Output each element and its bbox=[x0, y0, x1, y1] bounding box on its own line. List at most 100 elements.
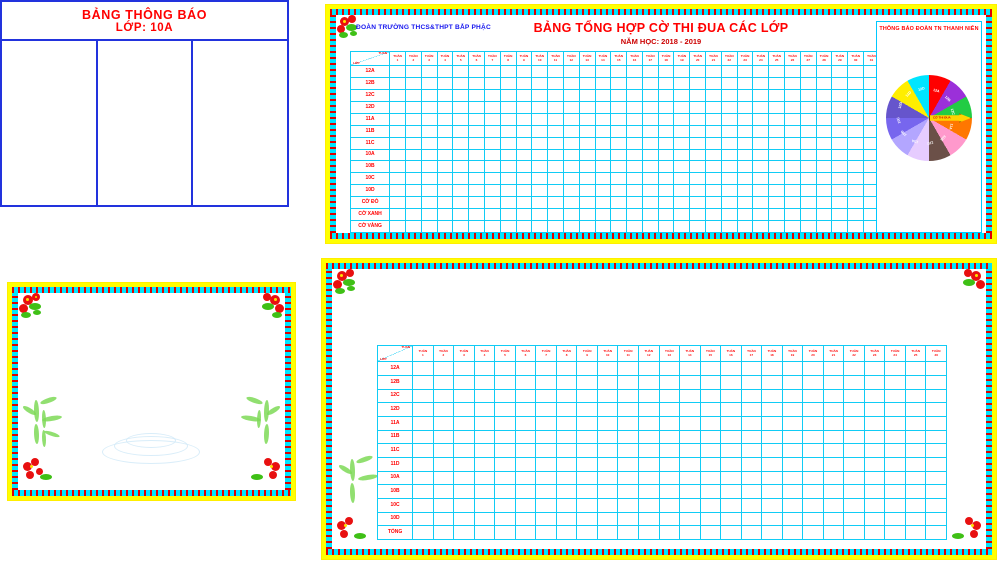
grid-cell[interactable] bbox=[761, 443, 783, 458]
grid-cell[interactable] bbox=[843, 470, 865, 486]
grid-cell[interactable] bbox=[412, 388, 434, 404]
grid-cell[interactable] bbox=[547, 148, 564, 162]
grid-cell[interactable] bbox=[799, 172, 817, 186]
grid-cell[interactable] bbox=[637, 402, 660, 417]
grid-cell[interactable] bbox=[610, 65, 628, 79]
grid-cell[interactable] bbox=[673, 100, 691, 114]
grid-cell[interactable] bbox=[699, 429, 722, 445]
grid-cell[interactable] bbox=[657, 100, 675, 114]
grid-cell[interactable] bbox=[761, 374, 783, 390]
grid-cell[interactable] bbox=[699, 484, 722, 499]
grid-cell[interactable] bbox=[761, 497, 783, 513]
grid-cell[interactable] bbox=[535, 484, 557, 499]
grid-cell[interactable] bbox=[515, 172, 533, 186]
grid-cell[interactable] bbox=[784, 136, 801, 150]
grid-cell[interactable] bbox=[555, 361, 578, 376]
grid-cell[interactable] bbox=[404, 77, 422, 91]
grid-cell[interactable] bbox=[452, 172, 470, 186]
grid-cell[interactable] bbox=[494, 374, 516, 390]
grid-cell[interactable] bbox=[831, 77, 849, 91]
grid-cell[interactable] bbox=[761, 415, 783, 431]
grid-cell[interactable] bbox=[389, 196, 406, 210]
grid-cell[interactable] bbox=[617, 374, 639, 390]
grid-cell[interactable] bbox=[641, 77, 659, 91]
grid-cell[interactable] bbox=[617, 415, 639, 431]
grid-cell[interactable] bbox=[847, 172, 865, 186]
grid-cell[interactable] bbox=[802, 443, 824, 458]
grid-cell[interactable] bbox=[515, 112, 533, 126]
grid-cell[interactable] bbox=[594, 77, 612, 91]
grid-cell[interactable] bbox=[784, 89, 801, 102]
grid-cell[interactable] bbox=[535, 497, 557, 513]
grid-cell[interactable] bbox=[740, 456, 763, 472]
grid-cell[interactable] bbox=[453, 374, 475, 390]
grid-cell[interactable] bbox=[468, 196, 485, 210]
grid-cell[interactable] bbox=[404, 220, 422, 233]
grid-cell[interactable] bbox=[802, 484, 824, 499]
grid-cell[interactable] bbox=[799, 112, 817, 126]
grid-cell[interactable] bbox=[781, 525, 804, 540]
grid-cell[interactable] bbox=[641, 136, 659, 150]
grid-cell[interactable] bbox=[705, 89, 722, 102]
grid-cell[interactable] bbox=[562, 89, 580, 102]
grid-cell[interactable] bbox=[404, 160, 422, 174]
grid-cell[interactable] bbox=[752, 208, 770, 222]
grid-cell[interactable] bbox=[610, 172, 628, 186]
grid-cell[interactable] bbox=[784, 148, 801, 162]
grid-cell[interactable] bbox=[863, 415, 886, 431]
grid-cell[interactable] bbox=[617, 497, 639, 513]
grid-cell[interactable] bbox=[784, 124, 801, 138]
grid-cell[interactable] bbox=[679, 374, 701, 390]
grid-cell[interactable] bbox=[596, 374, 619, 390]
grid-cell[interactable] bbox=[515, 220, 533, 233]
grid-cell[interactable] bbox=[412, 484, 434, 499]
grid-cell[interactable] bbox=[389, 136, 406, 150]
grid-cell[interactable] bbox=[784, 160, 801, 174]
grid-cell[interactable] bbox=[815, 220, 833, 233]
grid-cell[interactable] bbox=[904, 361, 927, 376]
grid-cell[interactable] bbox=[468, 208, 485, 222]
grid-cell[interactable] bbox=[432, 402, 455, 417]
grid-cell[interactable] bbox=[761, 388, 783, 404]
grid-cell[interactable] bbox=[884, 402, 906, 417]
grid-cell[interactable] bbox=[679, 456, 701, 472]
grid-cell[interactable] bbox=[562, 77, 580, 91]
grid-cell[interactable] bbox=[499, 196, 517, 210]
grid-cell[interactable] bbox=[432, 374, 455, 390]
grid-cell[interactable] bbox=[483, 172, 501, 186]
grid-cell[interactable] bbox=[468, 89, 485, 102]
grid-cell[interactable] bbox=[657, 196, 675, 210]
grid-cell[interactable] bbox=[679, 361, 701, 376]
grid-cell[interactable] bbox=[436, 172, 454, 186]
grid-cell[interactable] bbox=[752, 148, 770, 162]
grid-cell[interactable] bbox=[822, 374, 845, 390]
grid-cell[interactable] bbox=[699, 456, 722, 472]
grid-cell[interactable] bbox=[555, 525, 578, 540]
grid-cell[interactable] bbox=[453, 415, 475, 431]
grid-cell[interactable] bbox=[617, 443, 639, 458]
grid-cell[interactable] bbox=[736, 112, 754, 126]
grid-cell[interactable] bbox=[673, 196, 691, 210]
grid-cell[interactable] bbox=[420, 112, 438, 126]
grid-cell[interactable] bbox=[768, 208, 786, 222]
grid-cell[interactable] bbox=[679, 511, 701, 527]
grid-cell[interactable] bbox=[594, 220, 612, 233]
grid-cell[interactable] bbox=[752, 136, 770, 150]
grid-cell[interactable] bbox=[404, 196, 422, 210]
grid-cell[interactable] bbox=[689, 124, 707, 138]
grid-cell[interactable] bbox=[594, 208, 612, 222]
grid-cell[interactable] bbox=[802, 470, 824, 486]
grid-cell[interactable] bbox=[752, 100, 770, 114]
grid-cell[interactable] bbox=[562, 100, 580, 114]
grid-cell[interactable] bbox=[815, 196, 833, 210]
grid-cell[interactable] bbox=[494, 361, 516, 376]
grid-cell[interactable] bbox=[389, 208, 406, 222]
grid-cell[interactable] bbox=[815, 136, 833, 150]
grid-cell[interactable] bbox=[389, 100, 406, 114]
grid-cell[interactable] bbox=[412, 456, 434, 472]
grid-cell[interactable] bbox=[436, 220, 454, 233]
grid-cell[interactable] bbox=[689, 100, 707, 114]
grid-cell[interactable] bbox=[847, 160, 865, 174]
grid-cell[interactable] bbox=[657, 124, 675, 138]
grid-cell[interactable] bbox=[658, 525, 681, 540]
